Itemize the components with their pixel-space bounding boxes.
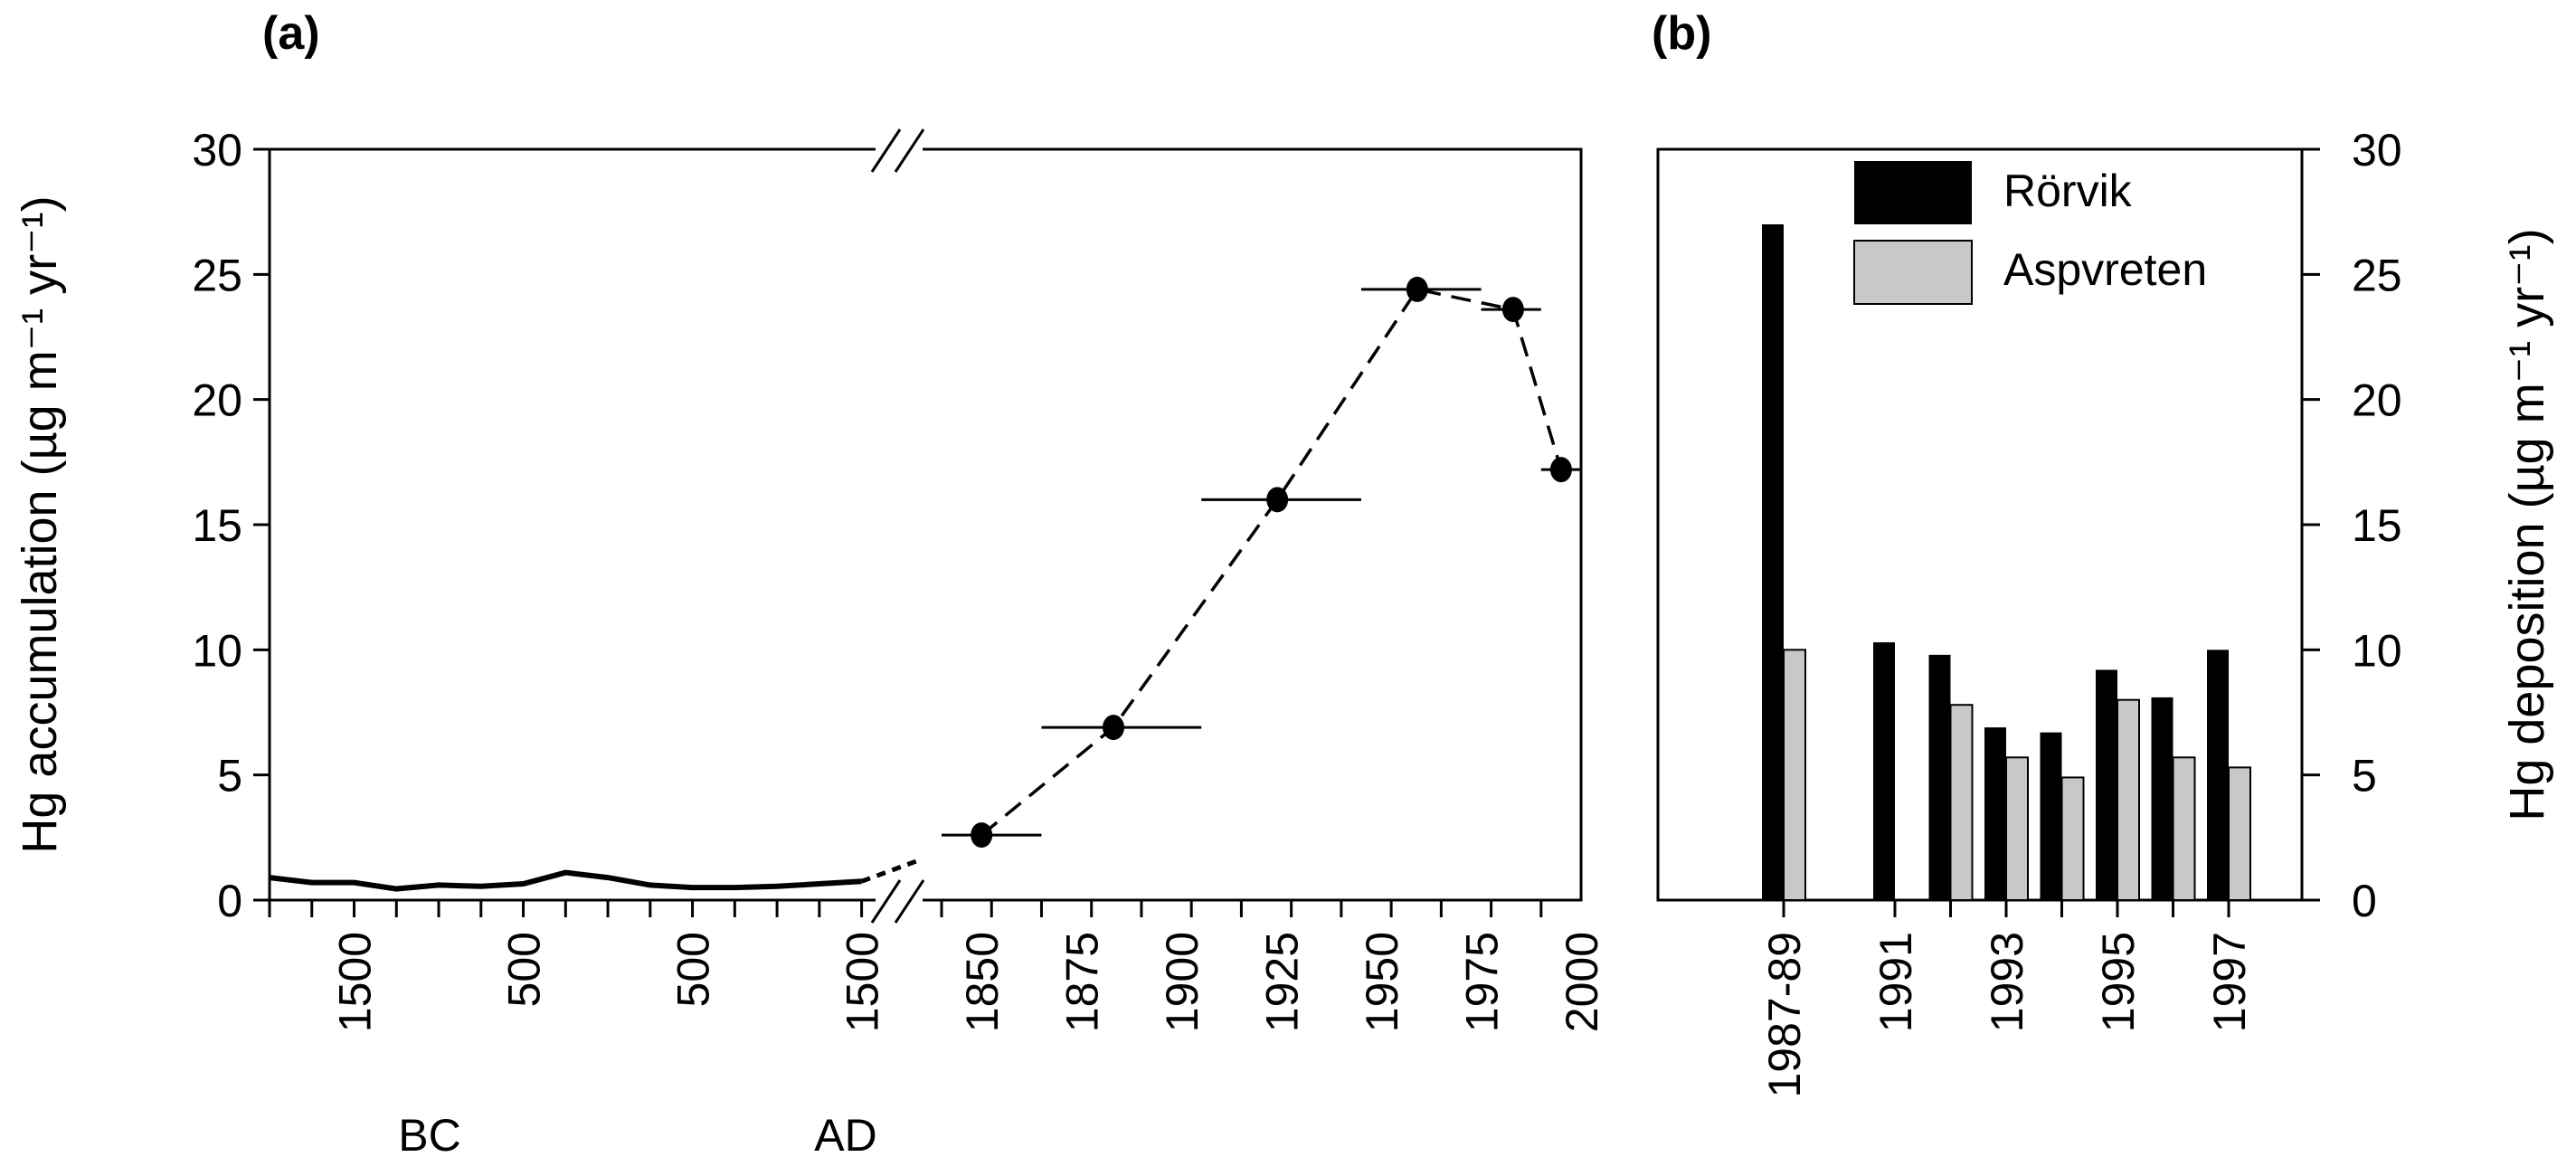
axis-break-mark <box>870 879 902 924</box>
x-tick-label: 1850 <box>957 932 1008 1032</box>
y-tick-label: 10 <box>192 625 242 676</box>
era-label-ad: AD <box>814 1110 876 1161</box>
panel-b-label: (b) <box>1652 7 1711 60</box>
bar-rorvik <box>2096 669 2117 900</box>
data-point <box>971 822 993 849</box>
bar-rorvik <box>1762 224 1784 900</box>
x-tick-label: 1875 <box>1057 932 1108 1032</box>
panel-a-x-ticks: 1500 500 500 1500 1850 1875 1900 1925 1950 1975 20… <box>268 900 1607 1032</box>
x-tick-label: 2000 <box>1557 932 1607 1032</box>
bar-rorvik <box>1873 642 1895 900</box>
panel-a-y-axis-label: Hg accumulation (µg m⁻¹ yr⁻¹) <box>13 195 67 853</box>
y-tick-label: 25 <box>2352 250 2402 300</box>
data-point <box>1266 487 1289 513</box>
legend-label-rorvik: Rörvik <box>2003 166 2133 216</box>
bar-rorvik <box>2151 697 2174 900</box>
y-tick-label: 30 <box>2352 125 2402 175</box>
break-connector-line <box>860 857 923 884</box>
panel-b-x-ticks: 1987-89 1991 1993 1995 1997 <box>1759 900 2255 1098</box>
y-tick-label: 20 <box>192 375 242 426</box>
x-tick-label: 1950 <box>1357 932 1407 1032</box>
x-tick-label: 1991 <box>1870 932 1921 1032</box>
data-point <box>1103 715 1125 741</box>
data-point <box>1501 297 1524 323</box>
x-tick-label: 1987-89 <box>1759 932 1810 1098</box>
panel-b: (b) 0 5 10 15 20 25 30 1987-89 1991 1993 1995 1997… <box>1652 7 2554 1098</box>
data-point <box>1406 276 1428 302</box>
y-tick-label: 25 <box>192 250 242 300</box>
panel-b-y-axis-label: Hg deposition (µg m⁻¹ yr⁻¹) <box>2500 228 2554 820</box>
panel-a-y-ticks: 0 5 10 15 20 25 30 <box>192 125 270 926</box>
bar-aspvreten <box>2117 698 2140 902</box>
panel-a-frame <box>268 147 1583 902</box>
long-term-line <box>269 869 862 892</box>
x-tick-label: 1925 <box>1257 932 1308 1032</box>
x-tick-label: 1995 <box>2093 932 2144 1032</box>
axis-break-mark <box>870 128 902 173</box>
panel-b-y-ticks: 0 5 10 15 20 25 30 <box>2302 125 2402 926</box>
bar-rorvik <box>2207 650 2229 900</box>
y-tick-label: 0 <box>217 876 242 926</box>
x-tick-label: 1975 <box>1457 932 1508 1032</box>
y-tick-label: 30 <box>192 125 242 175</box>
era-label-bc: BC <box>398 1110 460 1161</box>
y-tick-label: 15 <box>2352 500 2402 551</box>
x-tick-label: 1993 <box>1982 932 2032 1032</box>
legend: Rörvik Aspvreten <box>1853 161 2207 305</box>
legend-swatch-aspvreten <box>1853 240 1973 305</box>
legend-swatch-rorvik <box>1854 161 1972 224</box>
data-point <box>1549 457 1572 483</box>
x-tick-label: 500 <box>668 932 719 1007</box>
bar-rorvik <box>1984 727 2006 900</box>
axis-break-mark <box>894 128 925 173</box>
bar-aspvreten <box>1949 704 1974 902</box>
y-tick-label: 5 <box>2352 751 2377 801</box>
bar-rorvik <box>1928 654 1951 900</box>
x-tick-label: 1997 <box>2204 932 2255 1032</box>
x-tick-label: 500 <box>499 932 550 1007</box>
recent-trend-line <box>980 287 1563 837</box>
bar-aspvreten <box>2172 756 2196 901</box>
y-tick-label: 15 <box>192 500 242 551</box>
y-tick-label: 0 <box>2352 876 2377 926</box>
x-tick-label: 1500 <box>330 932 381 1032</box>
y-tick-label: 10 <box>2352 625 2402 676</box>
x-tick-label: 1500 <box>838 932 888 1032</box>
y-tick-label: 20 <box>2352 375 2402 426</box>
bar-aspvreten <box>2060 776 2085 902</box>
bar-rorvik <box>2040 732 2062 900</box>
x-tick-label: 1900 <box>1157 932 1208 1032</box>
bar-aspvreten <box>2005 756 2029 901</box>
y-tick-label: 5 <box>217 751 242 801</box>
legend-label-aspvreten: Aspvreten <box>2003 244 2207 295</box>
bar-aspvreten <box>2228 766 2251 901</box>
panel-a-series <box>269 276 1581 892</box>
bar-aspvreten <box>1783 649 1806 901</box>
panel-b-bars <box>1762 224 2251 902</box>
axis-break-mark <box>894 879 925 924</box>
panel-a-label: (a) <box>262 7 320 60</box>
